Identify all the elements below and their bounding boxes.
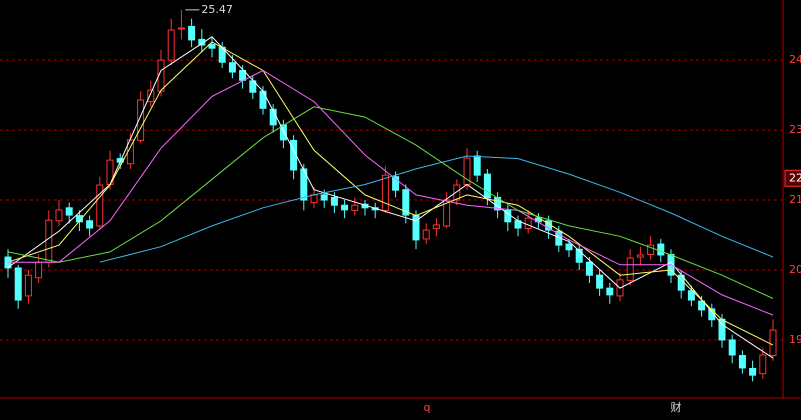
candle-body: [483, 173, 491, 199]
candle-body: [687, 290, 695, 301]
candle-body: [351, 204, 359, 211]
candle-body: [35, 261, 43, 279]
candle-body: [310, 194, 318, 204]
candle-body: [453, 184, 461, 201]
candle-body: [330, 196, 338, 206]
candle-body: [341, 204, 349, 211]
candle-body: [392, 176, 400, 191]
candle-body: [167, 29, 175, 61]
candle-body: [769, 329, 777, 357]
candle-body: [626, 257, 634, 281]
y-tick-label: 19: [789, 333, 801, 346]
candle-body: [575, 248, 583, 263]
moving-average: [99, 155, 774, 263]
y-tick-label: 20: [789, 263, 801, 276]
y-tick-label: 24: [789, 53, 801, 66]
candle-body: [432, 224, 440, 230]
candle-body: [259, 90, 267, 109]
candle-body: [14, 267, 22, 301]
candle-body: [86, 220, 94, 229]
candle-body: [320, 194, 328, 201]
candle-body: [228, 62, 236, 73]
candle-body: [606, 287, 614, 296]
candle-body: [177, 27, 185, 30]
candle-body: [208, 44, 216, 49]
candle-body: [96, 184, 104, 227]
moving-average: [7, 36, 774, 359]
y-tick-label: 21: [789, 193, 801, 206]
candle-body: [596, 274, 604, 289]
candle-body: [24, 274, 32, 297]
candle-body: [698, 300, 706, 311]
candle-body: [728, 339, 736, 356]
candle-body: [524, 217, 532, 230]
candle-body: [402, 189, 410, 216]
price-marker-box: [784, 169, 801, 187]
candle-body: [647, 244, 655, 255]
candle-body: [381, 174, 389, 211]
candle-body: [749, 367, 757, 376]
max-label: 25.47: [201, 3, 233, 16]
candle-body: [443, 199, 451, 227]
moving-average: [8, 69, 774, 316]
candle-body: [137, 99, 145, 141]
candle-body: [565, 243, 573, 251]
candle-body: [585, 261, 593, 276]
candle-body: [473, 155, 481, 176]
moving-average: [7, 41, 774, 346]
candle-body: [422, 229, 430, 240]
candle-body: [708, 308, 716, 321]
candle-body: [45, 219, 53, 263]
moving-average: [7, 106, 774, 299]
candle-body: [188, 25, 196, 41]
candle-body: [198, 38, 206, 46]
candle-body: [738, 355, 746, 369]
bottom-label: q: [424, 401, 431, 414]
candle-body: [759, 354, 767, 375]
candle-body: [147, 89, 155, 103]
bottom-label: 财: [671, 400, 682, 414]
y-tick-label: 23: [789, 123, 801, 136]
candle-body: [657, 243, 665, 256]
price-marker-label: 22: [789, 171, 801, 184]
candle-body: [55, 209, 63, 222]
candle-body: [65, 207, 73, 216]
candle-body: [636, 254, 644, 258]
